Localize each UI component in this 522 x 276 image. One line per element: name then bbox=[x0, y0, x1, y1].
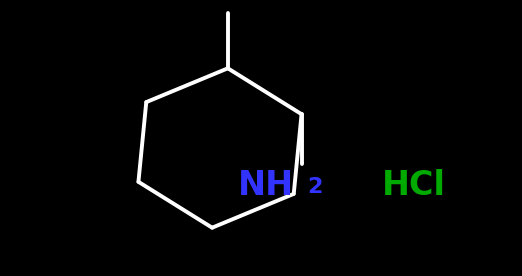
Text: OH: OH bbox=[200, 0, 256, 5]
Text: HCl: HCl bbox=[382, 169, 445, 202]
Text: NH: NH bbox=[238, 169, 293, 202]
Text: 2: 2 bbox=[307, 177, 323, 197]
